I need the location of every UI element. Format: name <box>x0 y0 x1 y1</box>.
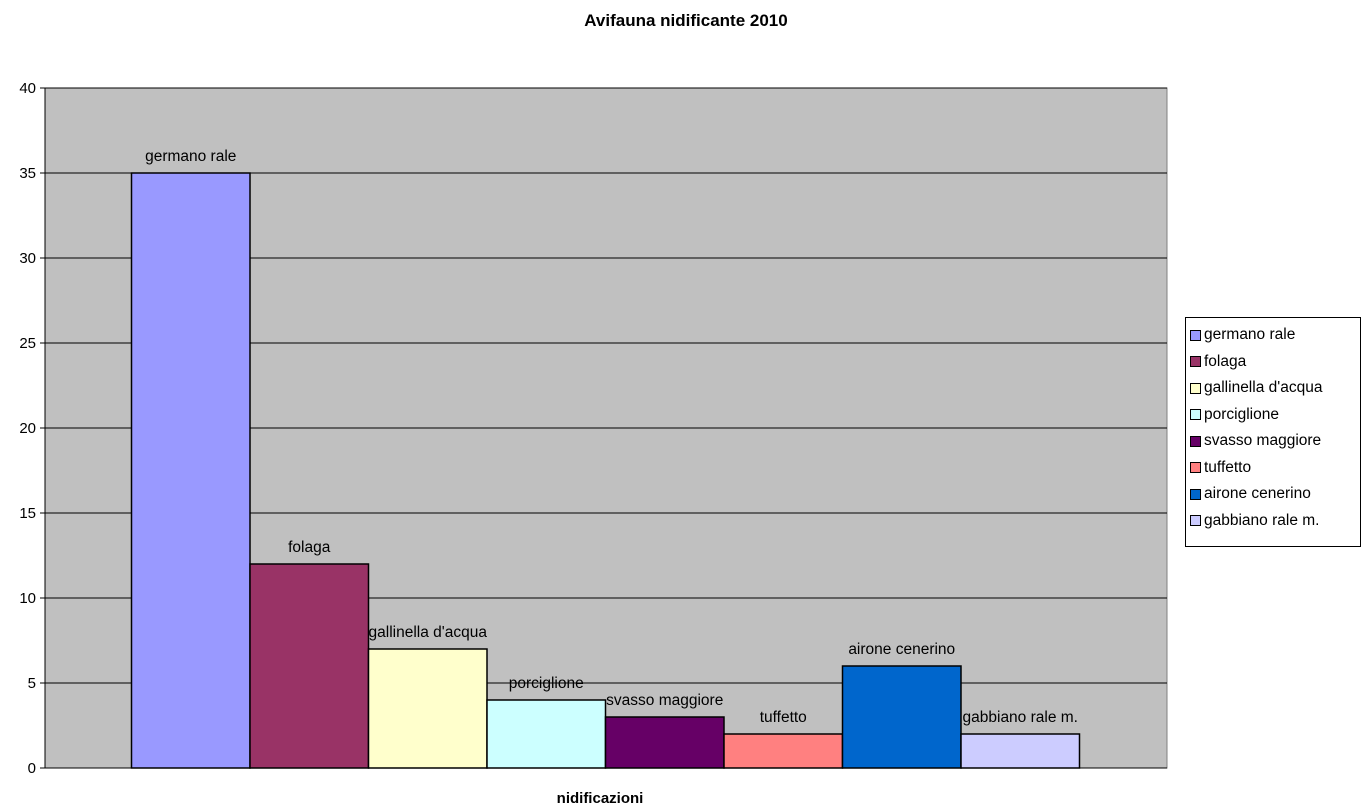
legend-item: airone cenerino <box>1190 481 1360 508</box>
legend-swatch <box>1190 329 1201 341</box>
bar-tuffetto <box>723 733 844 769</box>
data-label: gabbiano rale m. <box>963 709 1078 726</box>
y-tick-label: 30 <box>19 250 36 267</box>
y-tick-label: 25 <box>19 335 36 352</box>
data-label: porciglione <box>509 675 584 692</box>
legend-swatch <box>1190 515 1201 527</box>
legend-swatch <box>1190 409 1201 421</box>
data-label: folaga <box>288 539 331 556</box>
x-axis-label: nidificazioni <box>556 790 644 807</box>
data-label: tuffetto <box>760 709 807 726</box>
legend-label: folaga <box>1204 352 1247 370</box>
bar-gabbiano-rale-m- <box>960 733 1081 769</box>
legend-item: porciglione <box>1190 402 1360 429</box>
y-tick-label: 10 <box>19 590 36 607</box>
legend-swatch <box>1190 435 1201 447</box>
bar-porciglione <box>486 699 607 769</box>
legend-item: svasso maggiore <box>1190 428 1360 455</box>
data-label: airone cenerino <box>848 641 955 658</box>
legend-swatch <box>1190 462 1201 474</box>
bar-germano-rale <box>130 172 251 769</box>
legend-label: germano rale <box>1204 326 1296 344</box>
data-label: germano rale <box>145 148 236 165</box>
bar-airone-cenerino <box>841 665 962 769</box>
legend-item: gallinella d'acqua <box>1190 375 1360 402</box>
y-tick-label: 20 <box>19 420 36 437</box>
legend-label: airone cenerino <box>1204 485 1311 503</box>
legend-item: germano rale <box>1190 322 1360 349</box>
y-tick-label: 15 <box>19 505 36 522</box>
chart-title: Avifauna nidificante 2010 <box>584 11 788 30</box>
bar-svasso-maggiore <box>604 716 725 769</box>
y-tick-label: 0 <box>28 760 36 777</box>
legend-label: porciglione <box>1204 405 1279 423</box>
legend-swatch <box>1190 488 1201 500</box>
y-tick-label: 35 <box>19 165 36 182</box>
bar-folaga <box>249 563 370 769</box>
bar-gallinella-d-acqua <box>367 648 488 769</box>
data-label: gallinella d'acqua <box>369 624 488 641</box>
y-tick-label: 5 <box>28 675 36 692</box>
legend-item: tuffetto <box>1190 455 1360 482</box>
legend-label: svasso maggiore <box>1204 432 1322 450</box>
legend-swatch <box>1190 382 1201 394</box>
legend: germano rale folaga gallinella d'acqua porc… <box>1185 317 1361 547</box>
legend-label: gabbiano rale m. <box>1204 511 1320 529</box>
y-tick-label: 40 <box>19 80 36 97</box>
legend-item: gabbiano rale m. <box>1190 508 1360 535</box>
legend-item: folaga <box>1190 349 1360 376</box>
legend-label: gallinella d'acqua <box>1204 379 1323 397</box>
legend-swatch <box>1190 356 1201 368</box>
legend-label: tuffetto <box>1204 458 1252 476</box>
data-label: svasso maggiore <box>606 692 723 709</box>
